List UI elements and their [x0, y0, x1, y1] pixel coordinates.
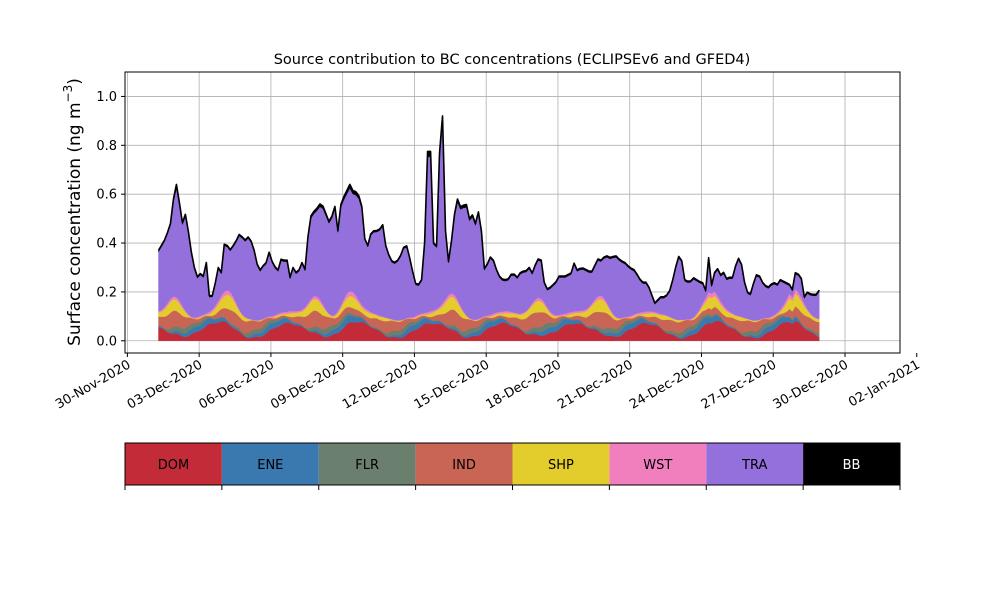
plot-frame — [124, 71, 901, 354]
legend-swatch-dom — [125, 443, 222, 485]
y-tick-label: 0.0 — [96, 334, 117, 349]
y-tick-label: 0.8 — [96, 139, 117, 154]
y-tick-label: 0.2 — [96, 285, 117, 300]
svg-text:Surface concentration (ng m−3): Surface concentration (ng m−3) — [61, 78, 85, 346]
legend-swatch-shp — [512, 443, 610, 485]
y-axis-label: Surface concentration (ng m−3) — [61, 78, 85, 346]
legend-label-ene: ENE — [257, 458, 283, 473]
legend-swatch-ene — [221, 443, 319, 485]
y-tick-label: 0.4 — [96, 237, 117, 252]
legend-label-ind: IND — [452, 458, 476, 473]
legend-label-flr: FLR — [355, 458, 379, 473]
legend-label-bb: BB — [843, 458, 861, 473]
legend-label-wst: WST — [643, 458, 672, 473]
legend-swatch-bb — [803, 443, 900, 485]
legend-colorbar: DOM ENE FLR IND SHP WST TRA BB — [124, 442, 901, 490]
legend-swatch-wst — [609, 443, 707, 485]
stacked-areas — [157, 115, 820, 341]
legend-label-tra: TRA — [741, 458, 767, 473]
y-tick-label: 1.0 — [96, 90, 117, 105]
legend-label-dom: DOM — [158, 458, 189, 473]
legend-swatch-tra — [706, 443, 804, 485]
total-line — [157, 115, 820, 304]
y-tick-label: 0.6 — [96, 188, 117, 203]
chart-title: Source contribution to BC concentrations… — [274, 52, 751, 68]
legend-label-shp: SHP — [548, 458, 574, 473]
legend-swatch-ind — [415, 443, 513, 485]
legend-swatch-flr — [318, 443, 416, 485]
